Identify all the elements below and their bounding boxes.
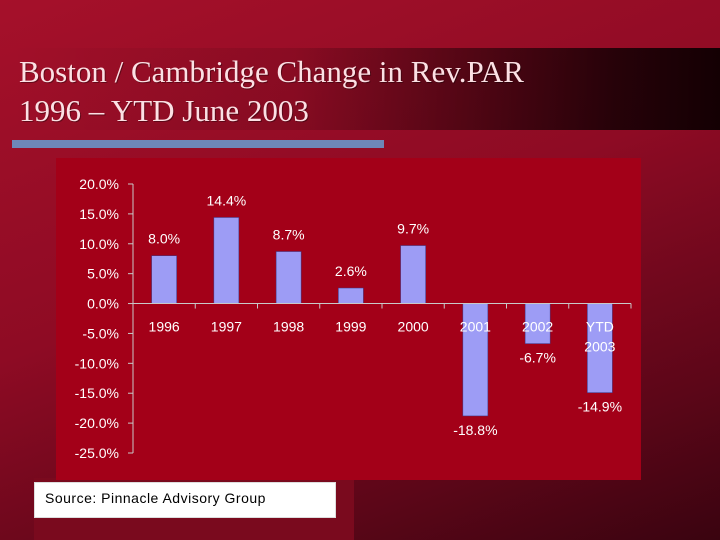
bar-4	[400, 245, 426, 304]
bar-6	[524, 303, 551, 344]
data-label: 8.7%	[273, 227, 305, 243]
y-tick-label: -25.0%	[75, 445, 119, 461]
title-underline	[12, 140, 384, 148]
source-text: Source: Pinnacle Advisory Group	[45, 490, 266, 506]
slide-title-line-2: 1996 – YTD June 2003	[19, 93, 309, 128]
y-tick-label: 10.0%	[79, 236, 119, 252]
x-tick-label: 1998	[273, 319, 304, 335]
y-tick-label: 20.0%	[79, 176, 119, 192]
x-tick-label: 2000	[398, 319, 429, 335]
y-tick-label: -10.0%	[75, 355, 119, 371]
source-box: Source: Pinnacle Advisory Group	[34, 482, 336, 518]
x-tick-label: 1997	[211, 319, 242, 335]
x-tick-label: 1999	[335, 319, 366, 335]
y-tick-label: -20.0%	[75, 415, 119, 431]
data-label: -14.9%	[578, 399, 622, 415]
x-tick-label: 2002	[522, 319, 553, 335]
bar-7	[587, 303, 613, 393]
data-label: 8.0%	[148, 231, 180, 247]
x-tick-label: 2001	[460, 319, 491, 335]
y-tick-label: -5.0%	[82, 325, 119, 341]
x-tick-label: YTD	[586, 319, 614, 335]
bar-5	[462, 303, 489, 417]
data-label: -6.7%	[519, 350, 556, 366]
bar-2	[275, 251, 302, 304]
data-label: 9.7%	[397, 221, 429, 237]
bar-0	[151, 255, 177, 304]
slide-title-line-1: Boston / Cambridge Change in Rev.PAR	[19, 54, 524, 89]
y-tick-label: -15.0%	[75, 385, 119, 401]
bar-3	[338, 287, 364, 304]
revpar-bar-chart: 20.0% 15.0% 10.0% 5.0% 0.0% -5.0% -10.0% -15.0%…	[75, 176, 632, 461]
y-tick-label: 5.0%	[87, 266, 119, 282]
bar-1	[213, 217, 240, 304]
y-tick-label: 15.0%	[79, 206, 119, 222]
data-label: 14.4%	[207, 192, 247, 208]
data-label: 2.6%	[335, 263, 367, 279]
x-tick-label: 1996	[149, 319, 180, 335]
x-tick-label: 2003	[584, 339, 615, 355]
chart-panel: 20.0% 15.0% 10.0% 5.0% 0.0% -5.0% -10.0% -15.0%…	[56, 158, 641, 480]
slide-title: Boston / Cambridge Change in Rev.PAR 199…	[19, 52, 659, 130]
title-band	[12, 48, 720, 130]
data-label: -18.8%	[453, 422, 497, 438]
y-tick-label: 0.0%	[87, 296, 119, 312]
